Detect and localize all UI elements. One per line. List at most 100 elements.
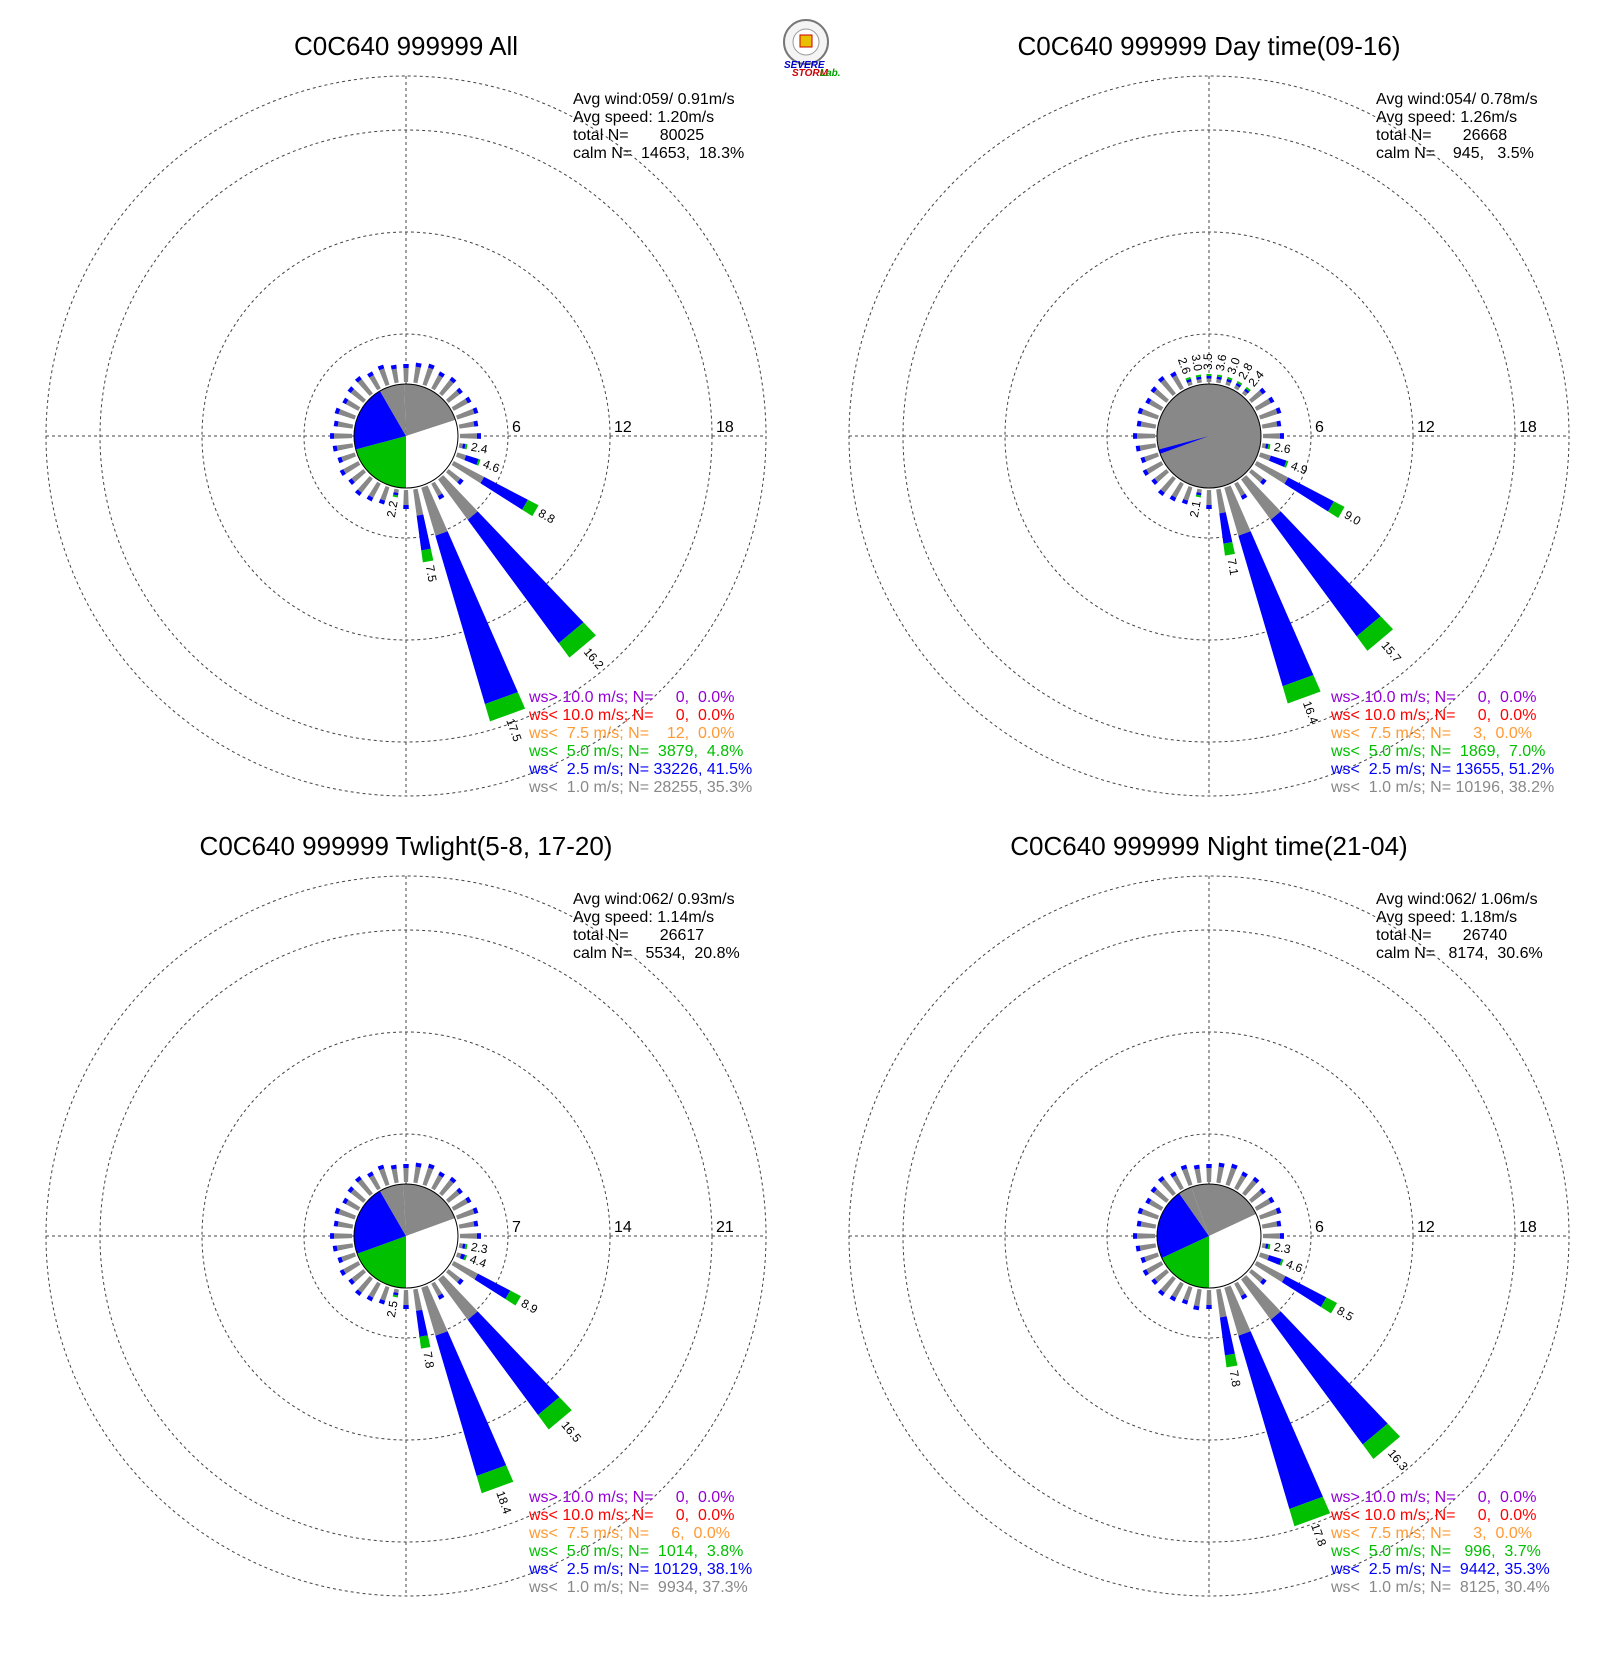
minor-bar-blue: [1206, 1164, 1212, 1169]
bar-segment-green: [463, 1254, 468, 1261]
stats-line: Avg speed: 1.20m/s: [573, 109, 714, 126]
bar-value-label: 18.4: [493, 1489, 514, 1516]
calm-sector-5: [1179, 1187, 1209, 1236]
bar-segment-blue: [1186, 378, 1192, 383]
bar-value-label: 9.0: [1342, 508, 1364, 529]
bar-segment-green: [1216, 374, 1223, 378]
minor-bar-blue: [1150, 386, 1158, 394]
minor-bar-blue: [390, 364, 397, 370]
ring-label: 21: [716, 1219, 734, 1236]
minor-bar-blue: [354, 1289, 362, 1297]
minor-bar-blue: [1169, 1295, 1177, 1302]
minor-bar-blue: [332, 1245, 338, 1252]
minor-bar-gray: [1172, 1174, 1184, 1191]
bar-segment-green: [1267, 443, 1271, 450]
bar-segment-green: [1245, 386, 1251, 392]
panel-title: C0C640 999999 Twlight(5-8, 17-20): [200, 831, 613, 861]
bar-value-label: 2.3: [470, 1240, 489, 1257]
minor-bar-blue: [367, 1171, 374, 1178]
legend-entry: ws> 10.0 m/s; N= 0, 0.0%: [528, 689, 734, 706]
ring-label: 6: [1315, 1219, 1324, 1236]
bar-segment-gray: [393, 1288, 399, 1293]
minor-bar-gray: [1141, 1209, 1160, 1220]
minor-bar-blue: [366, 1295, 374, 1302]
minor-bar-gray: [1140, 421, 1157, 429]
minor-bar-gray: [379, 1168, 390, 1187]
bar-value-label: 7.8: [420, 1351, 437, 1370]
minor-bar-blue: [476, 1233, 481, 1239]
minor-bar-blue: [465, 396, 472, 404]
bar-segment-green: [392, 1294, 399, 1298]
bar-segment-gray: [458, 443, 463, 449]
bar-segment-gray: [1261, 1243, 1266, 1249]
minor-bar-gray: [1258, 1208, 1278, 1220]
minor-bar-blue: [1135, 445, 1141, 452]
minor-bar-blue: [333, 1220, 339, 1227]
minor-bar-blue: [354, 489, 362, 497]
stats-line: Avg speed: 1.26m/s: [1376, 109, 1517, 126]
minor-bar-gray: [451, 398, 468, 411]
calm-sector-2: [1209, 1214, 1262, 1288]
minor-bar-blue: [457, 1278, 464, 1286]
minor-bar-blue: [1157, 1289, 1165, 1297]
minor-bar-gray: [455, 408, 475, 420]
minor-bar-gray: [1261, 421, 1278, 429]
minor-bar-gray: [1216, 1166, 1224, 1184]
minor-bar-blue: [390, 1164, 397, 1170]
minor-bar-blue: [378, 1298, 386, 1305]
minor-bar-gray: [341, 1252, 357, 1262]
minor-bar-blue: [438, 371, 445, 378]
minor-bar-blue: [332, 445, 338, 452]
minor-bar-blue: [1133, 433, 1138, 439]
minor-bar-gray: [1183, 485, 1193, 501]
stats-line: total N= 26668: [1376, 127, 1507, 144]
bar-segment-green: [464, 1243, 468, 1250]
bar-segment-blue: [1270, 1311, 1388, 1445]
calm-sector-2: [406, 1218, 458, 1288]
minor-bar-gray: [345, 1199, 361, 1211]
minor-bar-gray: [1206, 1289, 1212, 1305]
minor-bar-gray: [338, 1209, 357, 1220]
legend-entry: ws< 2.5 m/s; N= 13655, 51.2%: [1330, 761, 1554, 778]
minor-bar-blue: [1260, 1278, 1267, 1286]
lab-logo: SEVERE STORM Lab.: [783, 19, 841, 79]
minor-bar-gray: [338, 409, 357, 420]
bar-value-label: 2.5: [384, 1299, 401, 1318]
minor-bar-gray: [1194, 1168, 1202, 1184]
bar-segment-blue: [1238, 1331, 1323, 1510]
minor-bar-blue: [1137, 1207, 1144, 1215]
bar-segment-blue: [416, 514, 431, 551]
bar-value-label: 16.4: [1300, 699, 1321, 726]
minor-bar-blue: [348, 1278, 355, 1286]
minor-bar-gray: [1234, 1174, 1246, 1191]
minor-bar-blue: [1279, 433, 1284, 439]
minor-bar-blue: [1133, 1233, 1138, 1239]
bar-value-label: 2.3: [1273, 1240, 1292, 1257]
minor-bar-gray: [337, 421, 354, 429]
bar-value-label: 2.2: [384, 499, 401, 518]
minor-bar-blue: [339, 1269, 346, 1276]
minor-bar-gray: [336, 443, 354, 451]
minor-bar-blue: [1276, 1220, 1282, 1227]
bar-segment-gray: [1258, 452, 1271, 461]
legend-entry: ws> 10.0 m/s; N= 0, 0.0%: [1330, 1489, 1536, 1506]
minor-bar-gray: [431, 1281, 443, 1297]
stats-line: total N= 26740: [1376, 927, 1507, 944]
ring-label: 14: [614, 1219, 632, 1236]
minor-bar-blue: [473, 1220, 479, 1227]
minor-bar-blue: [403, 1304, 409, 1309]
bar-segment-blue: [1267, 1255, 1282, 1266]
bar-segment-blue: [1281, 1276, 1327, 1307]
calm-sector-1: [1191, 1184, 1257, 1236]
minor-bar-blue: [1240, 493, 1248, 500]
minor-bar-gray: [351, 1269, 366, 1283]
bar-segment-gray: [1254, 461, 1289, 484]
minor-bar-gray: [1154, 1269, 1169, 1283]
minor-bar-gray: [446, 1269, 461, 1283]
bar-segment-blue: [1238, 531, 1314, 687]
minor-bar-gray: [1171, 481, 1184, 498]
calm-sector-5: [380, 1184, 406, 1236]
stats-line: calm N= 14653, 18.3%: [573, 145, 744, 162]
panel-title: C0C640 999999 Night time(21-04): [1010, 831, 1407, 861]
minor-bar-blue: [438, 1171, 445, 1178]
